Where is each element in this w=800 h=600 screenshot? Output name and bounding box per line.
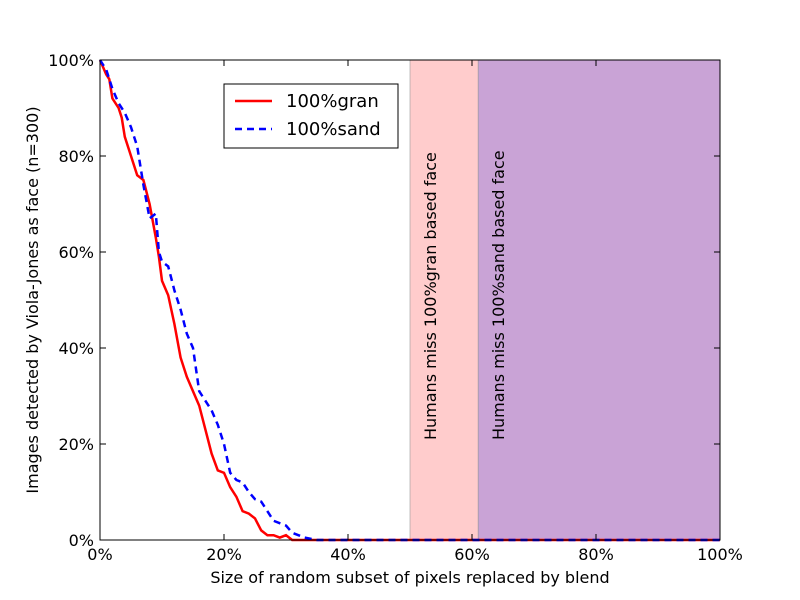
- band-labels: Humans miss 100%gran based face Humans mi…: [421, 150, 508, 440]
- x-tick-label: 0%: [87, 545, 112, 564]
- y-tick-label: 100%: [48, 51, 94, 70]
- y-tick-label: 40%: [58, 339, 94, 358]
- axis-ticks: 0% 20% 40% 60% 80% 100% 0% 20% 40% 60% 80% 100%: [48, 51, 743, 564]
- y-tick-label: 60%: [58, 243, 94, 262]
- series-line-100%sand: [98, 59, 720, 542]
- series-lines: [98, 59, 720, 542]
- legend: 100%gran 100%sand: [223, 83, 399, 149]
- y-tick-label: 80%: [58, 147, 94, 166]
- x-tick-label: 60%: [454, 545, 490, 564]
- shaded-band-2: [477, 59, 721, 541]
- series-line-100%gran: [98, 59, 720, 542]
- y-tick-label: 0%: [69, 531, 94, 550]
- legend-label-100%gran: 100%gran: [286, 91, 379, 112]
- y-axis-label: Images detected by Viola-Jones as face (…: [23, 106, 42, 493]
- x-tick-label: 20%: [206, 545, 242, 564]
- band-label-2: Humans miss 100%sand based face: [489, 150, 508, 440]
- shaded-band-1: [409, 59, 479, 541]
- band-label-1: Humans miss 100%gran based face: [421, 152, 440, 440]
- legend-label-100%sand: 100%sand: [286, 119, 381, 140]
- plot-frame: [99, 59, 721, 541]
- legend-box: [223, 83, 399, 149]
- x-tick-label: 80%: [578, 545, 614, 564]
- y-tick-label: 20%: [58, 435, 94, 454]
- shaded-bands: [409, 59, 721, 541]
- x-axis-label: Size of random subset of pixels replaced…: [210, 568, 609, 587]
- x-tick-label: 100%: [697, 545, 743, 564]
- x-tick-label: 40%: [330, 545, 366, 564]
